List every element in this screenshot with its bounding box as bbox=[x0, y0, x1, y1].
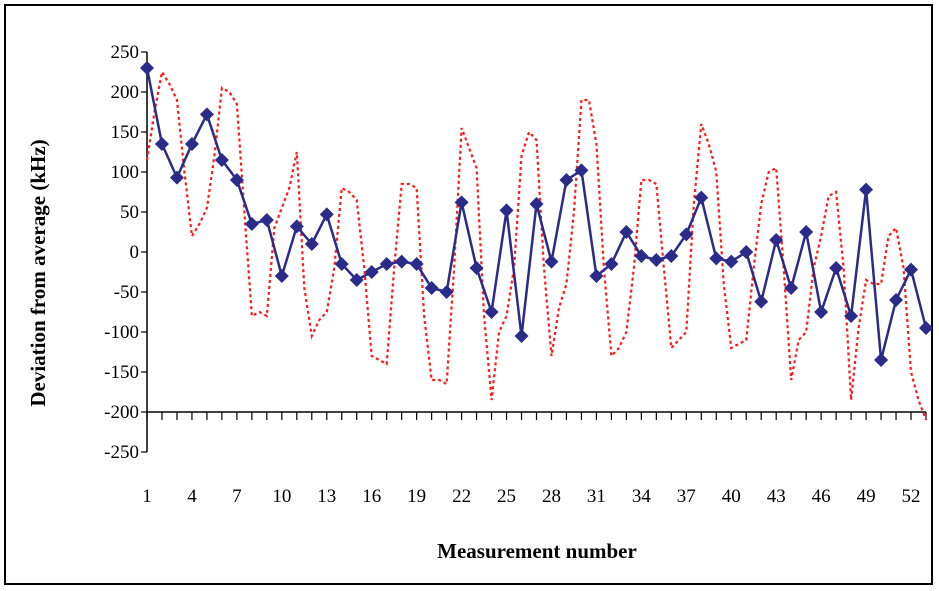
data-point-marker bbox=[364, 265, 379, 279]
data-point-marker bbox=[694, 190, 709, 205]
y-tick-label: 50 bbox=[120, 202, 139, 223]
data-point-marker bbox=[904, 262, 919, 277]
chart-frame bbox=[4, 4, 933, 585]
series-line-blue bbox=[145, 67, 928, 361]
data-point-marker bbox=[604, 257, 619, 271]
data-point-marker bbox=[784, 281, 799, 295]
data-point-marker bbox=[439, 285, 454, 299]
data-point-marker bbox=[334, 257, 349, 271]
data-point-marker bbox=[739, 245, 754, 259]
data-point-marker bbox=[844, 309, 859, 323]
x-tick-label: 13 bbox=[317, 486, 336, 507]
data-point-marker bbox=[679, 227, 694, 242]
series-line-red bbox=[145, 69, 928, 421]
x-axis-title: Measurement number bbox=[437, 539, 637, 563]
data-point-marker bbox=[544, 254, 559, 269]
x-tick-label: 22 bbox=[452, 486, 471, 507]
x-tick-label: 43 bbox=[767, 486, 786, 507]
data-point-marker bbox=[649, 253, 664, 267]
data-point-marker bbox=[214, 153, 229, 167]
data-point-marker bbox=[304, 237, 319, 251]
y-tick-label: -150 bbox=[104, 362, 139, 383]
data-point-marker bbox=[199, 107, 214, 122]
data-point-marker bbox=[169, 170, 184, 185]
data-point-marker bbox=[424, 281, 439, 295]
data-point-marker bbox=[289, 219, 304, 234]
series-red-dotted bbox=[145, 69, 928, 421]
data-point-marker bbox=[379, 257, 394, 271]
data-point-marker bbox=[499, 203, 514, 218]
data-point-marker bbox=[244, 217, 259, 231]
y-tick-label: -50 bbox=[114, 282, 139, 303]
data-point-marker bbox=[154, 137, 169, 151]
data-point-marker bbox=[349, 273, 364, 287]
x-tick-label: 49 bbox=[857, 486, 876, 507]
series-blue-solid bbox=[140, 61, 933, 367]
y-tick-label: 250 bbox=[111, 42, 140, 63]
x-tick-label: 46 bbox=[812, 486, 831, 507]
x-tick-label: 40 bbox=[722, 486, 741, 507]
data-point-marker bbox=[814, 305, 829, 319]
data-point-marker bbox=[484, 305, 499, 319]
data-point-marker bbox=[409, 257, 424, 271]
data-point-marker bbox=[559, 173, 574, 187]
x-tick-label: 4 bbox=[187, 486, 197, 507]
data-point-marker bbox=[184, 137, 199, 151]
data-point-marker bbox=[574, 163, 589, 178]
y-axis-title: Deviation from average (kHz) bbox=[26, 139, 50, 406]
data-point-marker bbox=[769, 233, 784, 247]
data-point-marker bbox=[529, 197, 544, 211]
data-point-marker bbox=[589, 269, 604, 283]
y-tick-label: -200 bbox=[104, 402, 139, 423]
data-point-marker bbox=[229, 173, 244, 187]
y-tick-label: -100 bbox=[104, 322, 139, 343]
y-tick-label: 0 bbox=[130, 242, 140, 263]
data-point-marker bbox=[634, 249, 649, 263]
data-point-marker bbox=[799, 225, 814, 239]
data-point-marker bbox=[319, 207, 334, 222]
data-point-marker bbox=[469, 261, 484, 275]
data-point-marker bbox=[859, 182, 874, 197]
data-point-marker bbox=[140, 61, 154, 75]
x-tick-label: 34 bbox=[632, 486, 652, 507]
y-tick-label: 150 bbox=[111, 122, 140, 143]
x-tick-label: 37 bbox=[677, 486, 696, 507]
y-tick-label: -250 bbox=[104, 442, 139, 463]
data-point-marker bbox=[259, 213, 274, 227]
data-point-marker bbox=[619, 225, 634, 239]
data-point-marker bbox=[664, 249, 679, 263]
x-tick-label: 10 bbox=[272, 486, 291, 507]
y-tick-label: 200 bbox=[111, 82, 140, 103]
data-point-marker bbox=[274, 269, 289, 283]
y-tick-label: 100 bbox=[111, 162, 140, 183]
data-point-marker bbox=[724, 254, 739, 269]
data-point-marker bbox=[514, 329, 529, 343]
x-tick-label: 7 bbox=[232, 486, 242, 507]
x-tick-label: 1 bbox=[142, 486, 152, 507]
axes bbox=[141, 51, 927, 453]
x-tick-label: 31 bbox=[587, 486, 606, 507]
x-tick-label: 25 bbox=[497, 486, 516, 507]
x-tick-label: 16 bbox=[362, 486, 381, 507]
x-tick-label: 19 bbox=[407, 486, 426, 507]
data-point-marker bbox=[889, 293, 904, 307]
data-point-marker bbox=[829, 261, 844, 275]
data-point-marker bbox=[394, 254, 409, 269]
data-point-marker bbox=[454, 195, 469, 210]
x-tick-label: 52 bbox=[902, 486, 921, 507]
data-point-marker bbox=[709, 251, 724, 266]
data-point-marker bbox=[874, 353, 889, 367]
tick-labels: 250 200 150 100 50 0 -50 -100 -150 -200 -250 1 4 7 10 1… bbox=[104, 42, 920, 507]
data-point-marker bbox=[754, 294, 769, 309]
x-tick-label: 28 bbox=[542, 486, 561, 507]
data-point-marker bbox=[919, 321, 933, 335]
